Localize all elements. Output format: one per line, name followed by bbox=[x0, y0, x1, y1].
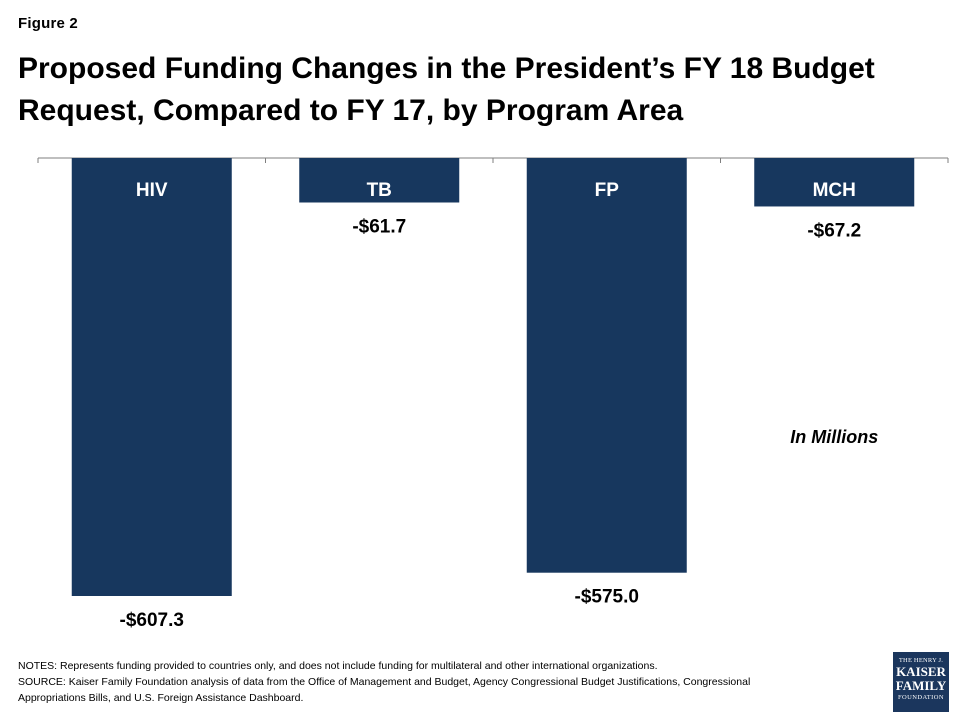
category-label: TB bbox=[367, 180, 392, 201]
data-label: -$67.2 bbox=[807, 220, 861, 241]
chart-title: Proposed Funding Changes in the Presiden… bbox=[18, 52, 875, 127]
data-label: -$61.7 bbox=[352, 216, 406, 237]
category-label: MCH bbox=[813, 180, 856, 201]
data-label: -$575.0 bbox=[575, 587, 639, 608]
bar-chart: HIV -$607.3 TB -$61.7 FP -$575.0 MCH -$67.2 In M… bbox=[37, 157, 949, 631]
bar-hiv bbox=[71, 158, 232, 596]
source-line-continued: Appropriations Bills, and U.S. Foreign A… bbox=[18, 692, 304, 704]
bar-tb bbox=[299, 158, 460, 203]
category-label: FP bbox=[595, 180, 620, 201]
data-label: -$607.3 bbox=[120, 610, 184, 631]
notes-line: NOTES: Represents funding provided to co… bbox=[18, 660, 658, 672]
logo-line: FOUNDATION bbox=[898, 694, 944, 701]
bar-fp bbox=[526, 158, 687, 573]
logo-line: KAISER bbox=[896, 664, 946, 679]
kff-logo: THE HENRY J. KAISER FAMILY FOUNDATION bbox=[893, 652, 949, 712]
logo-line: FAMILY bbox=[895, 678, 947, 693]
logo-line: THE HENRY J. bbox=[898, 657, 944, 664]
source-line: SOURCE: Kaiser Family Foundation analysi… bbox=[18, 676, 751, 688]
bar-mch bbox=[754, 158, 915, 207]
category-label: HIV bbox=[136, 180, 168, 201]
units-annotation: In Millions bbox=[790, 427, 878, 447]
chart-notes: NOTES: Represents funding provided to co… bbox=[18, 658, 878, 706]
figure-label: Figure 2 bbox=[18, 15, 78, 32]
